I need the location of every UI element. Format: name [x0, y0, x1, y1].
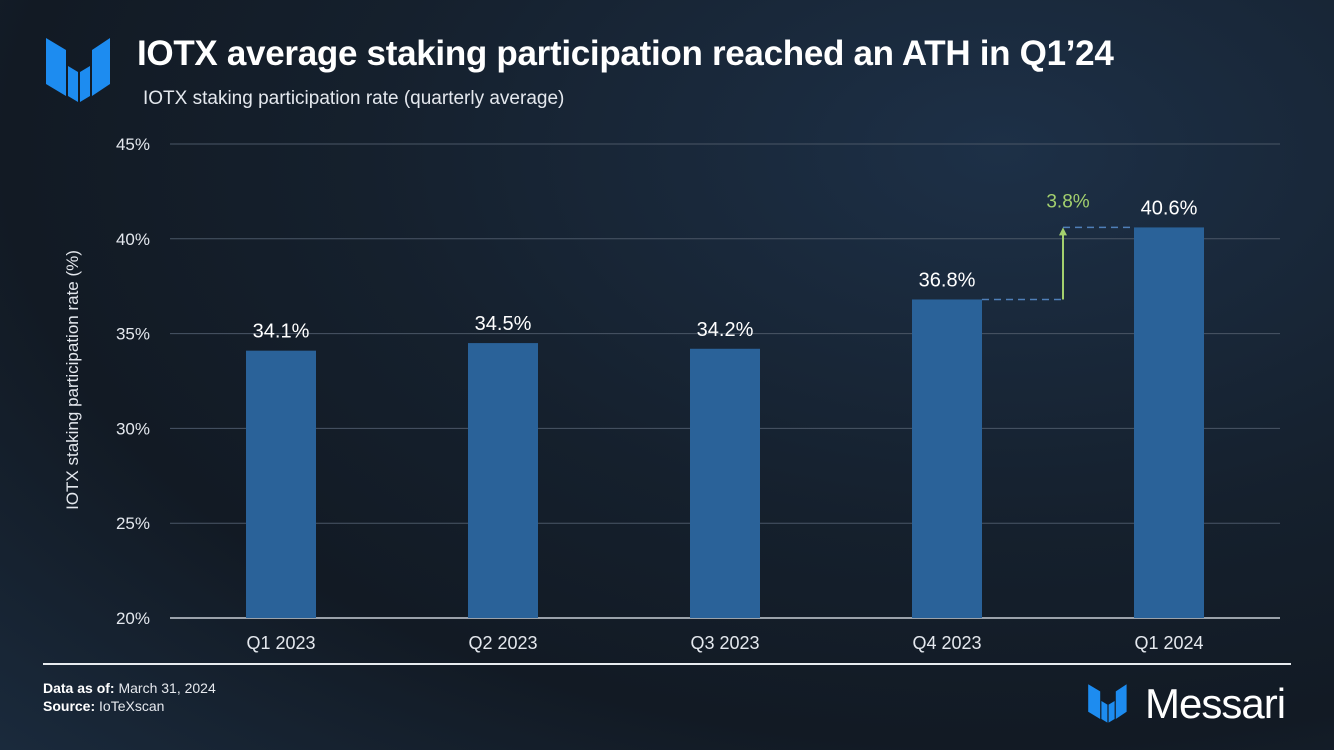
bar	[1134, 227, 1204, 618]
x-tick-label: Q2 2023	[468, 633, 537, 653]
data-label: 36.8%	[919, 269, 976, 291]
messari-logo-icon	[1088, 684, 1127, 723]
data-as-of: Data as of: March 31, 2024	[43, 680, 216, 696]
y-tick-label: 30%	[116, 419, 150, 438]
data-label: 40.6%	[1141, 197, 1198, 219]
y-tick-label: 25%	[116, 514, 150, 533]
chart-subtitle: IOTX staking participation rate (quarter…	[143, 88, 565, 109]
bar	[690, 348, 760, 618]
x-tick-label: Q3 2023	[690, 633, 759, 653]
x-tick-label: Q1 2023	[246, 633, 315, 653]
y-tick-label: 20%	[116, 609, 150, 628]
bar	[468, 343, 538, 618]
footer-divider	[43, 663, 1291, 665]
data-label: 34.1%	[253, 321, 310, 343]
y-tick-label: 45%	[116, 135, 150, 154]
y-tick-label: 40%	[116, 230, 150, 249]
chart-title: IOTX average staking participation reach…	[137, 34, 1114, 73]
y-axis-label: IOTX staking participation rate (%)	[63, 250, 82, 510]
source: Source: IoTeXscan	[43, 698, 165, 714]
data-label: 34.2%	[697, 319, 754, 341]
x-tick-label: Q1 2024	[1134, 633, 1203, 653]
annotation-label: 3.8%	[1046, 191, 1089, 212]
x-tick-label: Q4 2023	[912, 633, 981, 653]
messari-wordmark: Messari	[1145, 680, 1286, 727]
data-label: 34.5%	[475, 313, 532, 335]
bar	[912, 299, 982, 618]
arrow-head-icon	[1059, 227, 1067, 236]
bar	[246, 350, 316, 618]
y-tick-label: 35%	[116, 325, 150, 344]
header-logo	[46, 38, 110, 102]
